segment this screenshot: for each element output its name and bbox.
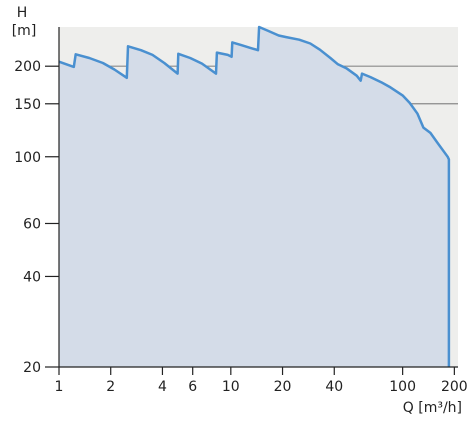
x-tick-label-6: 6: [188, 379, 197, 395]
x-tick-label-200: 200: [441, 379, 468, 395]
y-tick-label-200: 200: [14, 59, 41, 75]
series-area-fill: [59, 27, 449, 367]
x-tick-label-2: 2: [106, 379, 115, 395]
x-tick-label-10: 10: [222, 379, 240, 395]
x-tick-label-1: 1: [55, 379, 64, 395]
y-tick-label-40: 40: [23, 269, 41, 285]
ticks-layer: 20 40 60 100 150 200 1 2 4 6 10 20 40 100 200: [14, 59, 467, 395]
x-tick-label-100: 100: [389, 379, 416, 395]
y-tick-label-150: 150: [14, 97, 41, 113]
y-axis-title-unit: [m]: [12, 23, 37, 39]
y-tick-label-60: 60: [23, 216, 41, 232]
x-tick-label-4: 4: [158, 379, 167, 395]
x-tick-label-20: 20: [274, 379, 292, 395]
y-axis-title-symbol: H: [17, 5, 28, 21]
y-tick-label-20: 20: [23, 360, 41, 376]
y-tick-label-100: 100: [14, 150, 41, 166]
series-line: [58, 25, 451, 367]
x-tick-label-40: 40: [325, 379, 343, 395]
x-axis-title: Q [m³/h]: [403, 400, 462, 416]
